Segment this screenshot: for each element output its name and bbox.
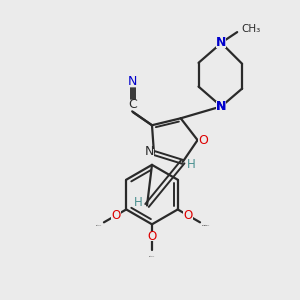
- Text: CH₃: CH₃: [241, 24, 260, 34]
- Bar: [146, 148, 154, 158]
- Text: N: N: [216, 100, 226, 113]
- Text: N: N: [216, 37, 226, 50]
- Bar: [216, 101, 226, 111]
- Bar: [147, 232, 157, 241]
- Text: C: C: [128, 98, 136, 111]
- Text: methoxy: methoxy: [96, 225, 102, 226]
- Text: O: O: [199, 134, 208, 147]
- Text: O: O: [111, 209, 121, 222]
- Text: methoxy: methoxy: [204, 225, 210, 226]
- Text: O: O: [183, 209, 193, 222]
- Text: methoxy: methoxy: [202, 225, 208, 226]
- Bar: [216, 38, 226, 48]
- Text: H: H: [187, 158, 196, 171]
- Bar: [216, 101, 226, 111]
- Text: methoxy: methoxy: [149, 255, 155, 256]
- Text: N: N: [144, 146, 154, 158]
- Text: H: H: [134, 196, 142, 209]
- Text: N: N: [128, 75, 137, 88]
- Text: N: N: [216, 100, 226, 113]
- Bar: [183, 211, 193, 220]
- Bar: [111, 211, 121, 220]
- Bar: [198, 136, 208, 145]
- Text: O: O: [147, 230, 157, 243]
